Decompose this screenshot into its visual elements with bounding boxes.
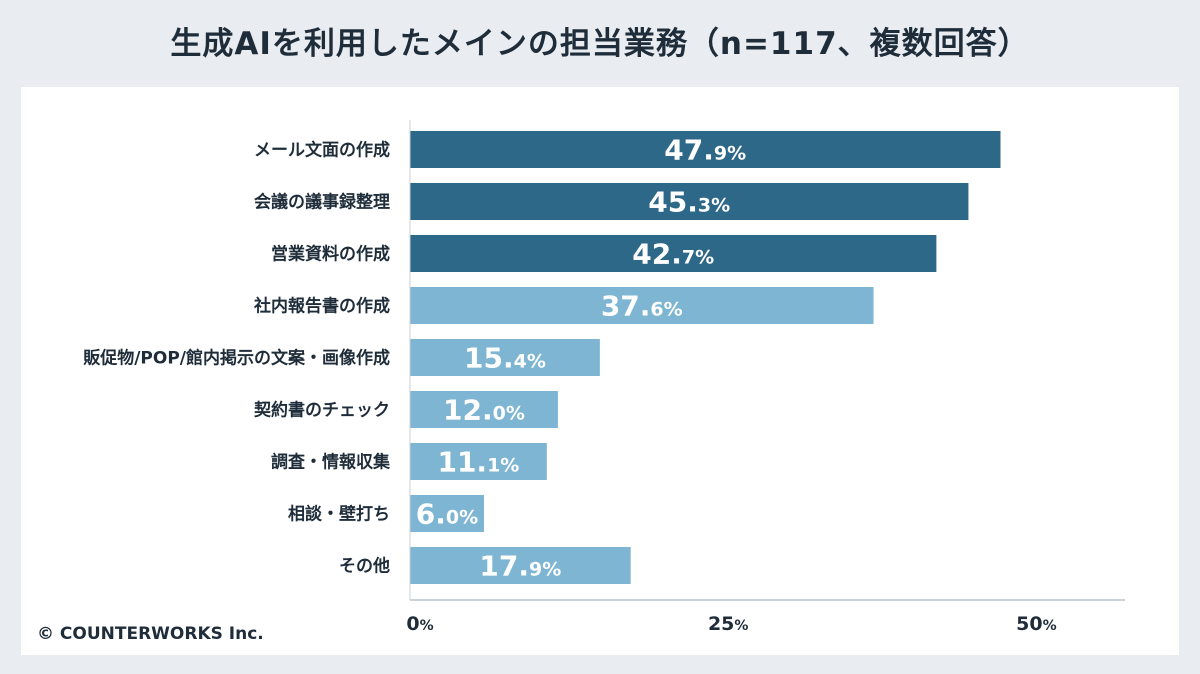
x-tick-label: 25% bbox=[708, 613, 748, 635]
category-label: 契約書のチェック bbox=[253, 400, 390, 421]
bar bbox=[410, 391, 558, 428]
bar-value-number: 45. bbox=[648, 186, 698, 219]
x-tick-number: 0 bbox=[406, 613, 419, 635]
bar-value-number: 42. bbox=[632, 238, 682, 271]
category-label: メール文面の作成 bbox=[254, 140, 390, 161]
bar-value-number: 17. bbox=[479, 550, 529, 583]
bar bbox=[410, 547, 631, 584]
x-tick-label: 0% bbox=[406, 613, 433, 635]
bar-value-label: 37.6% bbox=[601, 290, 683, 323]
bar bbox=[410, 183, 969, 220]
bar-value-number: 11. bbox=[437, 446, 487, 479]
category-label: 営業資料の作成 bbox=[271, 244, 390, 265]
bar bbox=[410, 287, 874, 324]
bar-value-decimal: 9% bbox=[529, 559, 561, 581]
bar bbox=[410, 131, 1001, 168]
bar bbox=[410, 443, 547, 480]
bar-value-label: 11.1% bbox=[437, 446, 519, 479]
bar-value-number: 15. bbox=[464, 342, 514, 375]
bar-value-decimal: 6% bbox=[650, 299, 682, 321]
category-label: その他 bbox=[339, 556, 390, 577]
bar bbox=[410, 339, 600, 376]
bar-value-decimal: 7% bbox=[682, 247, 714, 269]
category-label: 調査・情報収集 bbox=[271, 452, 391, 473]
x-tick-number: 50 bbox=[1016, 613, 1042, 635]
bar-value-label: 15.4% bbox=[464, 342, 546, 375]
bar bbox=[410, 495, 484, 532]
category-label: 相談・壁打ち bbox=[288, 504, 390, 525]
bar-value-label: 47.9% bbox=[664, 134, 746, 167]
chart-title: 生成AIを利用したメインの担当業務（n=117、複数回答） bbox=[170, 26, 1030, 62]
bar-value-number: 37. bbox=[601, 290, 651, 323]
category-label: 社内報告書の作成 bbox=[253, 296, 390, 317]
bar-value-number: 47. bbox=[664, 134, 714, 167]
bar-value-number: 12. bbox=[443, 394, 493, 427]
bar-value-label: 42.7% bbox=[632, 238, 714, 271]
category-label: 会議の議事録整理 bbox=[254, 192, 390, 213]
bar bbox=[410, 235, 937, 272]
bar-value-decimal: 3% bbox=[698, 195, 730, 217]
bar-value-label: 45.3% bbox=[648, 186, 730, 219]
bar-value-decimal: 0% bbox=[493, 403, 525, 425]
bar-value-decimal: 1% bbox=[487, 455, 519, 477]
bar-value-label: 6.0% bbox=[416, 498, 478, 531]
x-tick-unit: % bbox=[420, 618, 434, 634]
bar-value-label: 17.9% bbox=[479, 550, 561, 583]
copyright-text: © COUNTERWORKS Inc. bbox=[37, 624, 264, 644]
bar-value-decimal: 9% bbox=[714, 143, 746, 165]
x-tick-number: 25 bbox=[708, 613, 734, 635]
x-tick-unit: % bbox=[734, 618, 748, 634]
bar-value-decimal: 4% bbox=[514, 351, 546, 373]
bar-value-label: 12.0% bbox=[443, 394, 525, 427]
x-tick-unit: % bbox=[1043, 618, 1057, 634]
bar-value-decimal: 0% bbox=[446, 507, 478, 529]
bar-value-number: 6. bbox=[416, 498, 446, 531]
category-label: 販促物/POP/館内掲示の文案・画像作成 bbox=[83, 348, 390, 369]
x-tick-label: 50% bbox=[1016, 613, 1056, 635]
